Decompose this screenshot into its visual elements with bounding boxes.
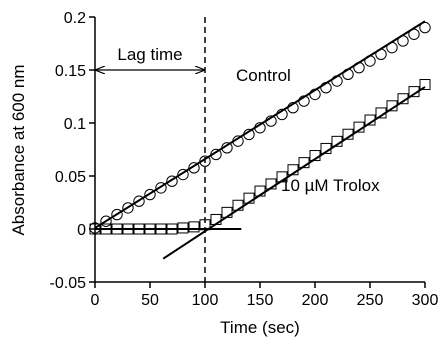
y-ticks: -0.05 0 0.05 0.1 0.15 0.2 [50, 10, 95, 292]
control-point [100, 215, 112, 227]
control-point [243, 128, 255, 141]
trolox-point [331, 135, 343, 147]
x-tick-label: 300 [412, 292, 439, 309]
y-tick-label: 0 [77, 222, 86, 239]
control-point [364, 55, 376, 67]
trolox-point [243, 192, 255, 204]
trolox-point [265, 178, 277, 190]
y-tick-label: -0.05 [50, 275, 87, 292]
y-tick-label: 0.1 [64, 116, 86, 133]
x-ticks: 0 50 100 150 200 250 300 [91, 282, 439, 309]
control-point [166, 175, 178, 187]
control-point [122, 202, 134, 214]
y-axis-title: Absorbance at 600 nm [9, 64, 28, 235]
control-point [188, 162, 200, 174]
x-tick-label: 100 [192, 292, 219, 309]
trolox-point [232, 199, 244, 211]
trolox-point [155, 223, 167, 235]
control-point [133, 195, 145, 207]
control-point [375, 48, 387, 61]
control-point [155, 182, 167, 194]
x-tick-label: 150 [247, 292, 274, 309]
y-tick-label: 0.05 [55, 169, 86, 186]
control-point [199, 155, 211, 167]
control-point [254, 122, 266, 134]
control-point [419, 21, 431, 34]
trolox-point [386, 100, 398, 112]
control-point [397, 35, 409, 47]
lag-time-label: Lag time [117, 45, 182, 64]
trolox-point [210, 213, 222, 225]
x-tick-label: 200 [302, 292, 329, 309]
trolox-point [342, 128, 354, 140]
control-point [210, 148, 222, 161]
trolox-point [298, 157, 310, 169]
trolox-label: 10 µM Trolox [281, 176, 380, 195]
control-point [408, 28, 420, 40]
lag-time-annotation: Lag time [96, 17, 206, 282]
y-tick-label: 0.2 [64, 10, 86, 27]
trolox-point [122, 223, 134, 235]
trolox-point [397, 93, 409, 105]
trolox-point [144, 223, 156, 235]
trolox-point [100, 223, 112, 235]
trolox-point [353, 121, 365, 133]
trolox-point [419, 79, 431, 91]
trolox-point [254, 185, 266, 197]
trolox-point [177, 222, 189, 234]
data-markers [89, 21, 431, 235]
control-point [342, 68, 354, 81]
trolox-point [408, 86, 420, 98]
control-point [320, 82, 332, 94]
control-point [353, 61, 365, 74]
control-point [298, 95, 310, 107]
control-point [232, 135, 244, 147]
control-point [177, 168, 189, 181]
x-axis-title: Time (sec) [220, 318, 300, 337]
trolox-point [133, 223, 145, 235]
trolox-point [89, 223, 101, 235]
trolox-point [111, 223, 123, 235]
x-tick-label: 0 [91, 292, 100, 309]
control-point [144, 188, 156, 201]
trolox-point [364, 114, 376, 126]
control-point [265, 115, 277, 127]
trolox-point [276, 171, 288, 183]
trolox-point [309, 150, 321, 162]
trolox-point [375, 107, 387, 119]
control-label: Control [236, 66, 291, 85]
trolox-point [287, 164, 299, 176]
x-tick-label: 50 [141, 292, 159, 309]
control-point [221, 142, 233, 154]
trolox-point [221, 206, 233, 218]
y-tick-label: 0.15 [55, 63, 86, 80]
control-point [276, 108, 288, 121]
trolox-point [166, 223, 178, 235]
control-point [331, 75, 343, 87]
x-tick-label: 250 [357, 292, 384, 309]
control-point [111, 208, 123, 221]
control-point [287, 102, 299, 114]
trolox-point [320, 142, 332, 154]
control-point [309, 88, 321, 101]
trolox-point [188, 221, 200, 233]
control-point [386, 41, 398, 54]
